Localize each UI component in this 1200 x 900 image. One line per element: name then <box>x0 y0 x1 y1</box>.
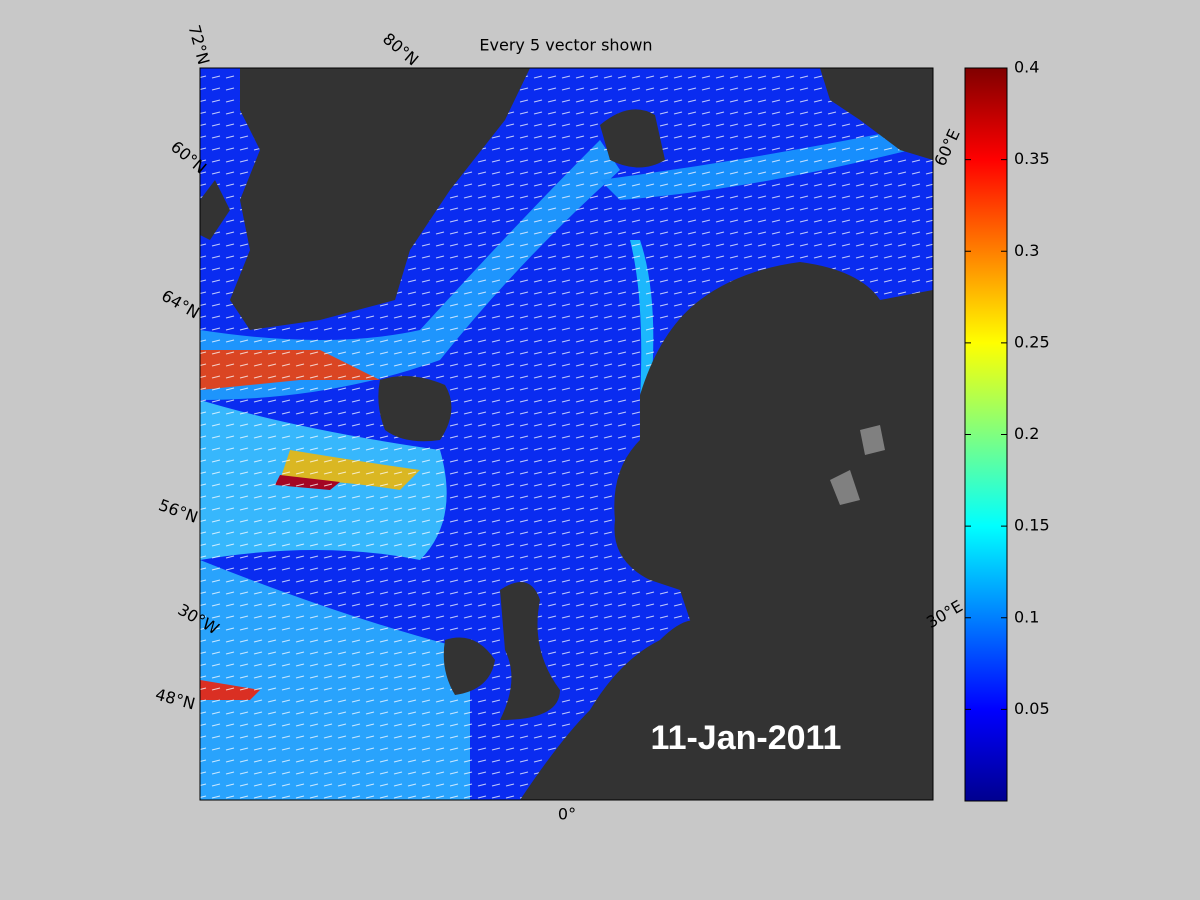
lon-label: 60°E <box>930 126 963 169</box>
colorbar-tick-label: 0.05 <box>1014 699 1050 718</box>
colorbar-tick-label: 0.4 <box>1014 58 1039 77</box>
lat-label: 80°N <box>379 29 422 69</box>
land <box>200 68 933 800</box>
lat-label: 72°N <box>185 23 214 67</box>
colorbar-tick-label: 0.3 <box>1014 241 1039 260</box>
map-title: Every 5 vector shown <box>479 36 652 55</box>
colorbar-tick-label: 0.1 <box>1014 607 1039 626</box>
date-label: 11-Jan-2011 <box>651 719 842 757</box>
lat-label: 56°N <box>156 495 200 527</box>
colorbar-tick-label: 0.25 <box>1014 332 1050 351</box>
lat-label: 64°N <box>158 286 202 323</box>
colorbar-tick-label: 0.35 <box>1014 149 1050 168</box>
map <box>200 68 933 800</box>
lon-label: 0° <box>558 805 576 824</box>
lakes <box>830 425 885 505</box>
lat-label: 48°N <box>153 685 197 714</box>
colorbar <box>964 67 1008 802</box>
map-frame <box>199 67 934 801</box>
colorbar-ticks: 0.05 0.1 0.15 0.2 0.25 0.3 0.35 0.4 <box>965 58 1050 718</box>
colorbar-tick-label: 0.15 <box>1014 516 1050 535</box>
colorbar-tick-label: 0.2 <box>1014 424 1039 443</box>
